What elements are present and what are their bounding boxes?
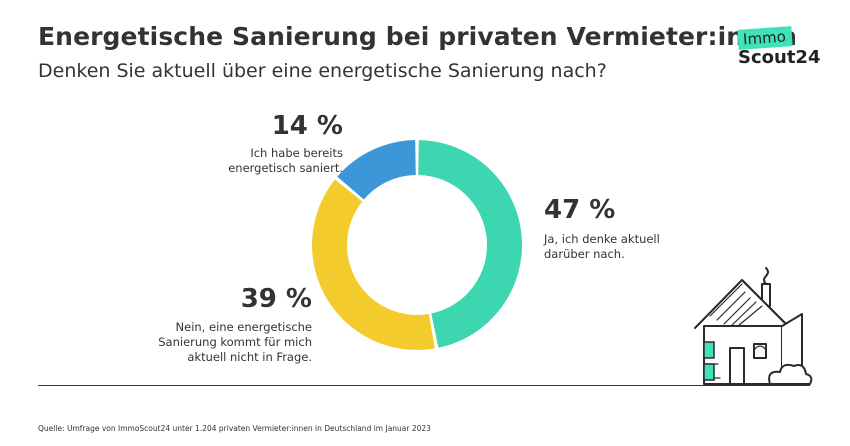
- house-illustration: [694, 267, 813, 385]
- slice-pct-label-yes: 47 %: [544, 195, 616, 225]
- donut-slice-yes: [418, 140, 522, 348]
- donut-slice-no: [312, 179, 435, 350]
- chart-title: Energetische Sanierung bei privaten Verm…: [38, 22, 797, 51]
- slice-desc-done-line-2: energetisch saniert.: [228, 161, 343, 175]
- donut-slice-done: [337, 140, 416, 200]
- slice-desc-yes-line-1: Ja, ich denke aktuell: [544, 232, 660, 246]
- source-note: Quelle: Umfrage von ImmoScout24 unter 1.…: [38, 424, 431, 433]
- slice-desc-yes-line-2: darüber nach.: [544, 247, 625, 261]
- logo-scout24-text: Scout24: [738, 47, 821, 68]
- slice-pct-label-done: 14 %: [271, 111, 343, 141]
- slice-desc-done-line-1: Ich habe bereits: [250, 146, 343, 160]
- slice-pct-label-no: 39 %: [240, 284, 312, 314]
- baseline-rule: [38, 385, 810, 386]
- immoscout24-logo: Immo Scout24: [737, 26, 821, 74]
- slice-desc-no-line-1: Nein, eine energetische: [175, 320, 312, 334]
- slice-desc-done: Ich habe bereits energetisch saniert.: [180, 146, 343, 176]
- slice-desc-no-line-2: Sanierung kommt für mich: [158, 335, 312, 349]
- slice-desc-no: Nein, eine energetische Sanierung kommt …: [130, 320, 312, 365]
- slice-desc-yes: Ja, ich denke aktuell darüber nach.: [544, 232, 660, 262]
- chart-subtitle: Denken Sie aktuell über eine energetisch…: [38, 60, 607, 82]
- slice-desc-no-line-3: aktuell nicht in Frage.: [187, 350, 312, 364]
